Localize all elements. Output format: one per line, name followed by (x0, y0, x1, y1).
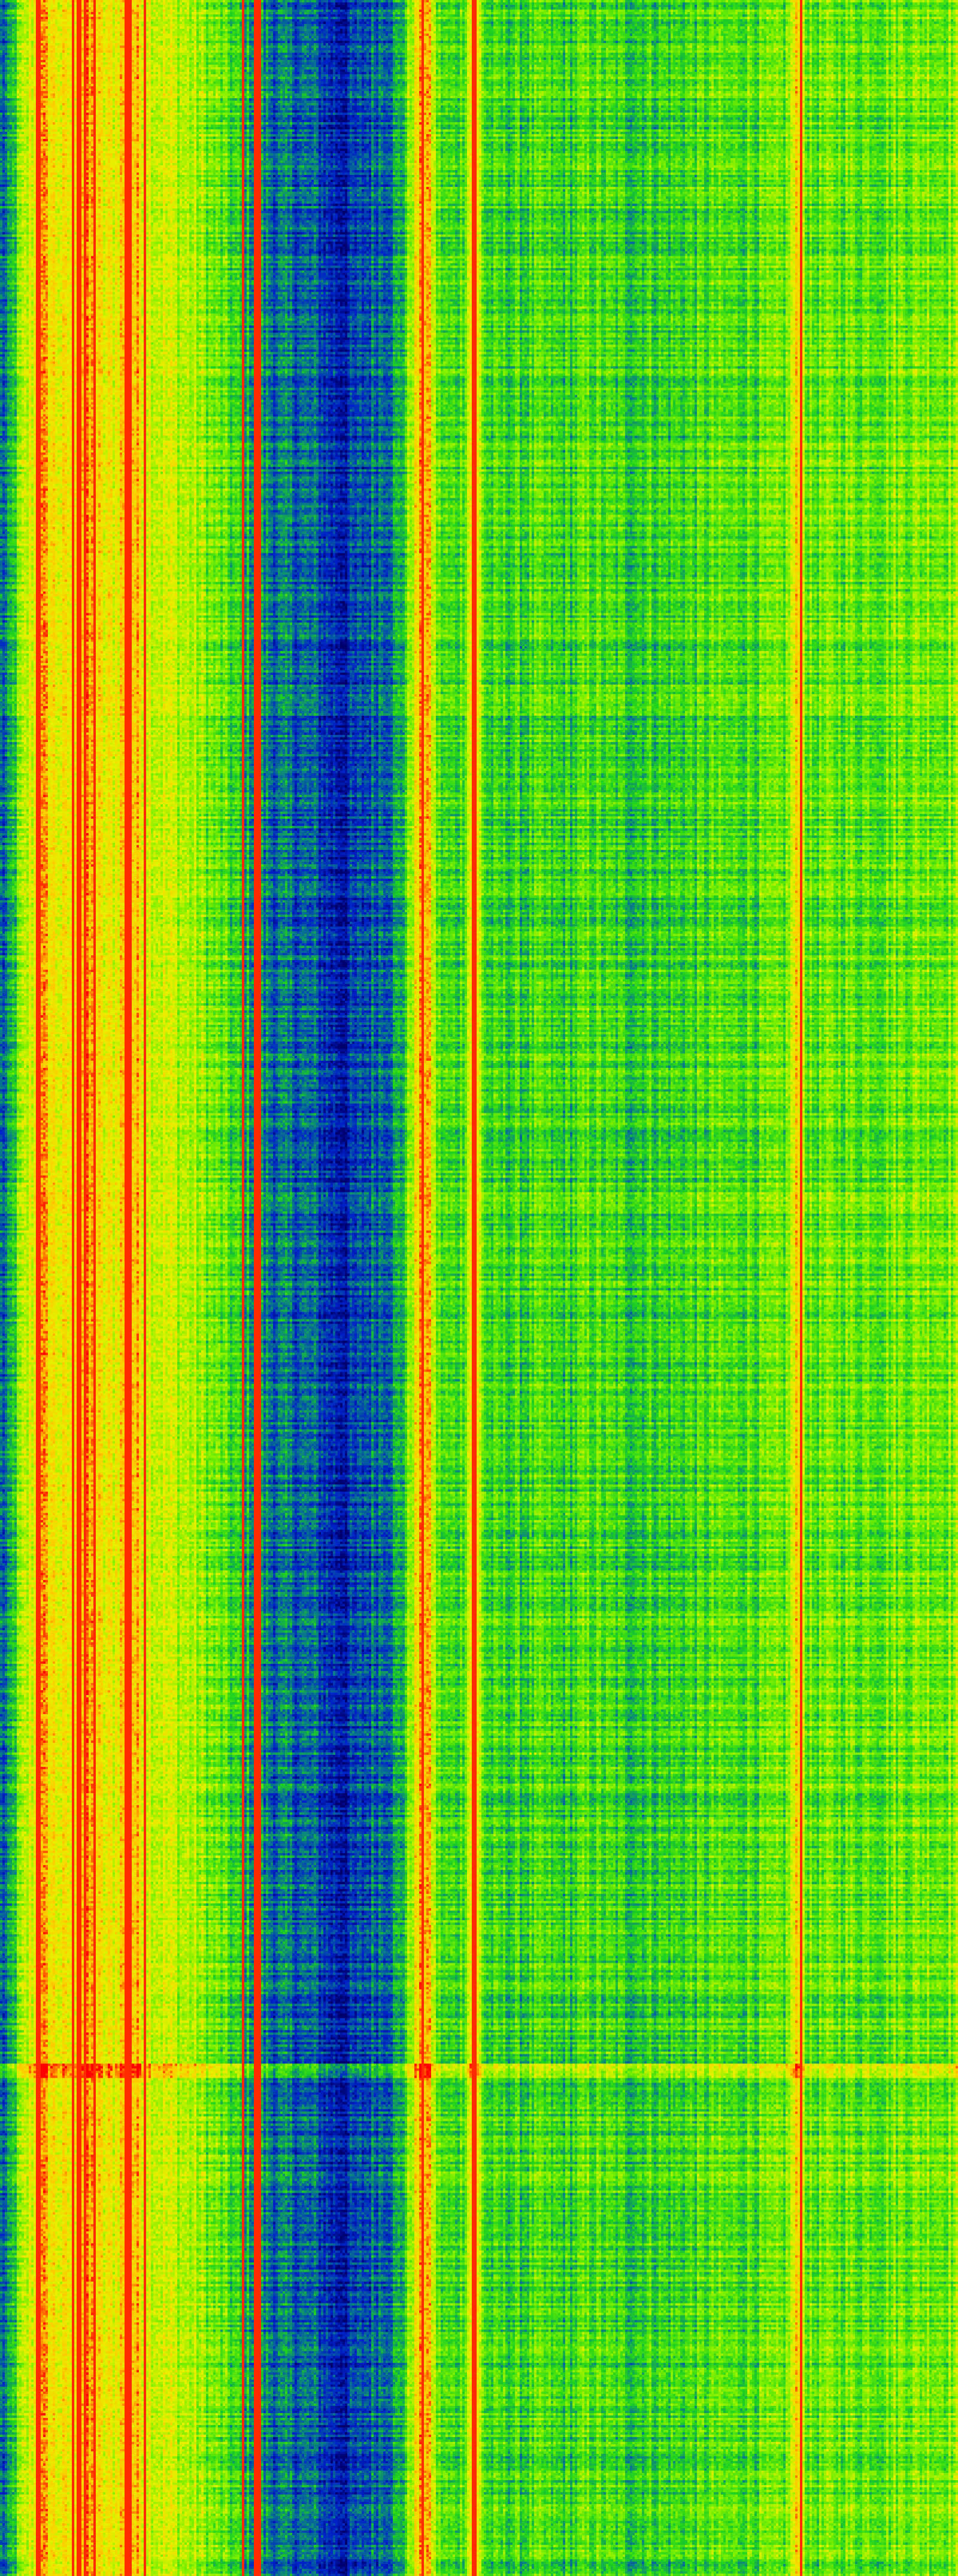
heatmap-chart (0, 0, 958, 2576)
heatmap-canvas (0, 0, 958, 2576)
